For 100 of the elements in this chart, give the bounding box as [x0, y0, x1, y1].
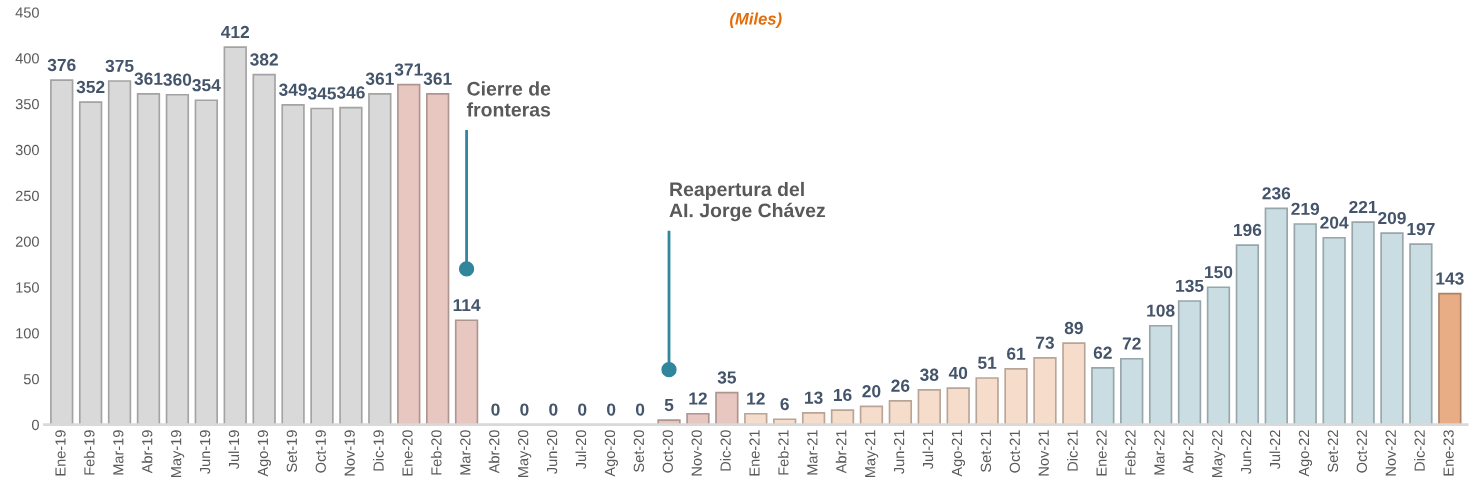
bar: [715, 391, 739, 425]
bar: [1120, 357, 1144, 425]
x-tick-label: Mar-20: [460, 430, 471, 475]
y-tick-label: 250: [15, 190, 39, 202]
data-label: 73: [1036, 336, 1054, 349]
data-label: 0: [520, 403, 529, 416]
x-tick-label: Ene-21: [749, 430, 760, 476]
x-tick-label: Feb-21: [777, 430, 789, 475]
bar: [1148, 324, 1173, 425]
bar: [1206, 286, 1231, 425]
x-tick-label: Jun-22: [1240, 430, 1252, 474]
x-tick-label: Jun-21: [893, 430, 905, 474]
bar: [830, 409, 855, 425]
bar: [397, 83, 421, 425]
bar: [1351, 221, 1375, 425]
x-tick-label: Ago-21: [951, 430, 965, 477]
bar: [975, 377, 999, 425]
y-tick-label: 350: [15, 99, 39, 110]
data-label: 352: [76, 80, 105, 94]
x-tick-label: Dic-20: [720, 430, 731, 471]
x-tick-label: Ene-20: [402, 430, 413, 476]
bar: [425, 93, 450, 425]
data-label: 38: [920, 368, 939, 381]
data-label: 40: [948, 366, 968, 380]
x-tick-label: Ene-23: [1443, 430, 1454, 476]
data-label: 196: [1234, 223, 1262, 237]
data-label: 0: [549, 403, 558, 416]
chart-title: (Miles): [729, 12, 782, 29]
x-tick-label: Abr-20: [488, 430, 500, 474]
x-tick-label: Nov-22: [1385, 430, 1396, 476]
data-label: 0: [578, 403, 587, 416]
y-tick-label: 100: [16, 328, 39, 339]
data-label: 12: [747, 392, 765, 405]
data-label: 6: [780, 397, 789, 411]
data-label: 382: [250, 53, 278, 66]
bar: [1409, 243, 1433, 425]
bar: [1264, 207, 1288, 425]
bar: [1004, 367, 1028, 425]
x-tick-label: Set-20: [633, 430, 645, 472]
x-tick-label: Dic-19: [373, 430, 384, 471]
data-label: 51: [978, 356, 997, 369]
bar: [1293, 223, 1317, 425]
y-tick-label: 400: [15, 53, 39, 64]
y-tick-label: 0: [31, 419, 39, 431]
bar: [1062, 342, 1086, 425]
bar: [1322, 236, 1346, 425]
y-tick-label: 300: [15, 144, 39, 156]
data-label: 72: [1122, 337, 1141, 350]
x-tick-label: Mar-22: [1154, 430, 1165, 475]
data-label: 361: [365, 72, 394, 85]
bar: [1380, 232, 1404, 425]
data-label: 349: [278, 83, 307, 96]
x-tick-label: May-21: [865, 430, 879, 477]
data-label: 0: [607, 403, 616, 416]
x-tick-label: Set-21: [980, 430, 992, 472]
x-tick-label: Nov-19: [344, 430, 355, 476]
annotation: Cierre de fronteras: [466, 81, 551, 117]
data-label: 361: [423, 72, 452, 85]
x-tick-label: Oct-20: [662, 430, 673, 473]
data-label: 13: [805, 391, 823, 404]
data-label: 219: [1291, 202, 1320, 216]
annotation: Reapertura del AI. Jorge Chávez: [669, 181, 825, 222]
x-tick-label: May-22: [1212, 430, 1226, 477]
data-label: 209: [1378, 211, 1406, 225]
data-label: 20: [862, 385, 881, 398]
y-tick-label: 150: [16, 282, 39, 293]
data-label: 371: [394, 63, 423, 76]
x-tick-label: Feb-22: [1124, 430, 1136, 475]
x-tick-label: Oct-22: [1356, 430, 1367, 473]
x-tick-label: Jul-20: [575, 430, 587, 470]
bar: [454, 319, 479, 425]
x-tick-label: May-19: [170, 430, 185, 477]
data-label: 236: [1262, 187, 1291, 200]
x-tick-label: Jul-19: [228, 430, 240, 470]
data-label: 197: [1407, 222, 1435, 236]
x-tick-label: Oct-19: [315, 430, 326, 473]
x-tick-label: Dic-22: [1414, 430, 1425, 471]
x-tick-label: Set-19: [286, 430, 297, 472]
data-label: 376: [47, 58, 76, 72]
bar: [888, 400, 913, 425]
x-tick-label: Nov-20: [691, 430, 702, 476]
data-label: 345: [307, 87, 336, 100]
x-tick-label: Ene-22: [1096, 430, 1107, 476]
x-tick-label: Mar-21: [807, 430, 818, 475]
data-label: 412: [221, 25, 250, 38]
y-tick-label: 450: [15, 7, 39, 18]
bar: [1438, 292, 1462, 425]
x-tick-label: Abr-21: [835, 430, 847, 474]
x-tick-label: Jun-20: [546, 430, 558, 474]
data-label: 61: [1007, 347, 1026, 360]
x-tick-label: Oct-21: [1009, 430, 1020, 473]
data-label: 346: [336, 86, 365, 99]
x-tick-label: Set-22: [1327, 430, 1339, 472]
x-tick-label: Mar-19: [113, 430, 124, 475]
x-tick-label: Ene-19: [55, 430, 66, 476]
data-label: 0: [491, 403, 500, 416]
x-tick-label: Dic-21: [1067, 430, 1078, 471]
data-label: 143: [1436, 272, 1464, 285]
data-label: 354: [192, 78, 221, 92]
bar: [1033, 356, 1057, 425]
